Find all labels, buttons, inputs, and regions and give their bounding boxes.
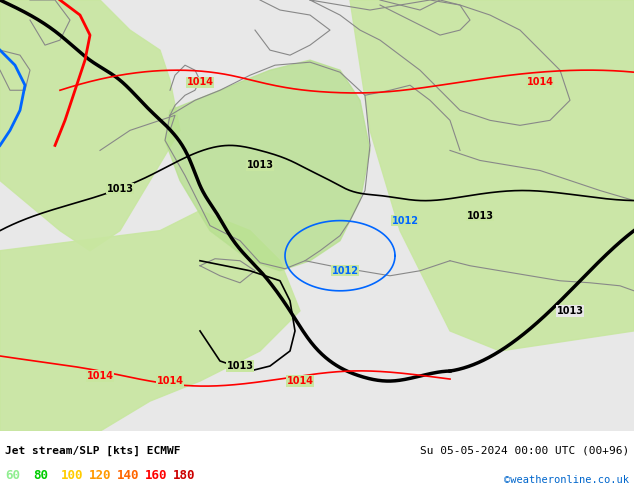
Text: 160: 160 [145,469,167,482]
Text: 1013: 1013 [557,306,583,316]
Text: 80: 80 [33,469,48,482]
Text: 1012: 1012 [332,266,358,276]
Text: 1013: 1013 [247,160,273,171]
Text: 1013: 1013 [107,184,134,194]
Text: 180: 180 [173,469,195,482]
Text: 100: 100 [61,469,84,482]
Text: 1013: 1013 [467,211,493,220]
Text: 1014: 1014 [86,371,113,381]
Text: Jet stream/SLP [kts] ECMWF: Jet stream/SLP [kts] ECMWF [5,446,181,456]
Text: 1014: 1014 [526,77,553,87]
Text: 1014: 1014 [157,376,183,386]
Polygon shape [0,0,180,251]
Text: ©weatheronline.co.uk: ©weatheronline.co.uk [504,475,629,485]
Polygon shape [165,60,370,271]
Text: 1013: 1013 [226,361,254,371]
Text: Su 05-05-2024 00:00 UTC (00+96): Su 05-05-2024 00:00 UTC (00+96) [420,446,629,456]
Text: 1014: 1014 [287,376,313,386]
Polygon shape [0,211,300,431]
Text: 140: 140 [117,469,139,482]
Polygon shape [350,0,634,351]
Polygon shape [0,0,634,431]
Text: 1014: 1014 [186,77,214,87]
Text: 120: 120 [89,469,112,482]
Text: 1012: 1012 [392,216,418,225]
Text: 60: 60 [5,469,20,482]
